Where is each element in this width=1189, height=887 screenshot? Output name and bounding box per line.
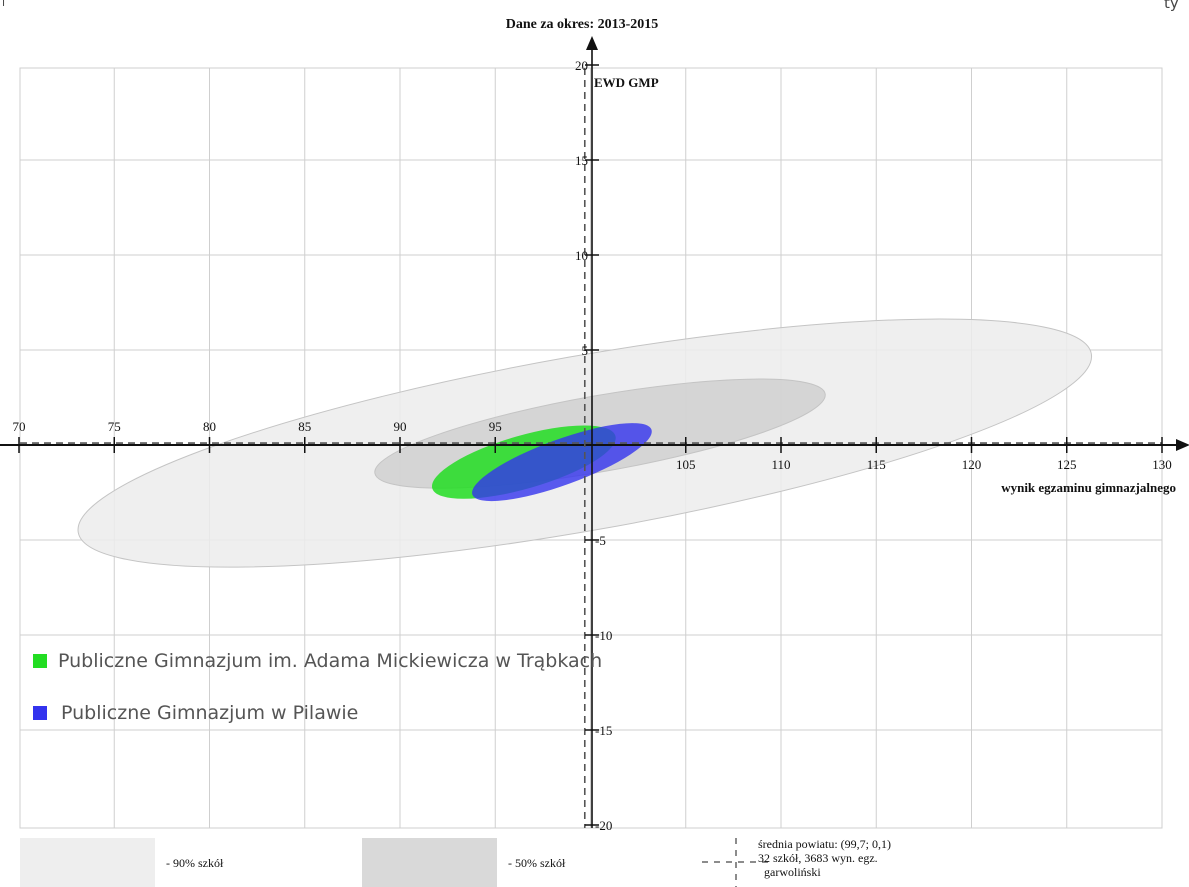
x-tick-label-85: 85 [298, 419, 311, 434]
x-tick-label-95: 95 [489, 419, 502, 434]
y-tick-label-20: 20 [575, 58, 588, 73]
legend-90-label: - 90% szkół [166, 856, 224, 870]
y-axis-label: EWD GMP [594, 75, 659, 90]
mean-legend: średnia powiatu: (99,7; 0,1) 32 szkół, 3… [702, 837, 891, 887]
x-tick-label-110: 110 [771, 457, 790, 472]
x-tick-label-80: 80 [203, 419, 216, 434]
x-tick-label-120: 120 [962, 457, 982, 472]
x-tick-label-70: 70 [13, 419, 26, 434]
mean-legend-line1: średnia powiatu: (99,7; 0,1) [758, 837, 891, 851]
y-tick-label--20: -20 [595, 818, 612, 833]
y-tick-label-5: 5 [582, 343, 589, 358]
legend-90-swatch [20, 838, 155, 887]
x-axis-arrow [1176, 439, 1189, 451]
x-tick-label-105: 105 [676, 457, 696, 472]
series-legend: Publiczne Gimnazjum im. Adama Mickiewicz… [33, 650, 602, 724]
y-axis-arrow [586, 36, 598, 50]
region-legend: - 90% szkół - 50% szkół [20, 838, 566, 887]
school-ellipses [431, 423, 652, 502]
corner-mark: i [2, 0, 6, 9]
y-tick-label-10: 10 [575, 248, 588, 263]
x-tick-label-115: 115 [867, 457, 886, 472]
mean-legend-line2: 32 szkół, 3683 wyn. egz. [758, 851, 878, 865]
legend-swatch-1 [33, 654, 47, 668]
y-tick-label--10: -10 [595, 628, 612, 643]
x-tick-label-90: 90 [394, 419, 407, 434]
y-tick-label--15: -15 [595, 723, 612, 738]
legend-label-2: Publiczne Gimnazjum w Pilawie [61, 702, 358, 724]
legend-swatch-2 [33, 706, 47, 720]
mean-legend-line3: garwoliński [764, 865, 821, 879]
legend-50-swatch [362, 838, 497, 887]
school-ellipse-2 [472, 423, 652, 502]
y-tick-label--5: -5 [595, 533, 606, 548]
x-tick-label-75: 75 [108, 419, 121, 434]
x-axis-label: wynik egzaminu gimnazjalnego [1001, 480, 1176, 495]
legend-label-1: Publiczne Gimnazjum im. Adama Mickiewicz… [58, 650, 602, 672]
legend-50-label: - 50% szkół [508, 856, 566, 870]
x-tick-label-125: 125 [1057, 457, 1077, 472]
corner-cut-text: ty [1164, 0, 1179, 12]
chart-title: Dane za okres: 2013-2015 [506, 17, 659, 32]
y-tick-label-15: 15 [575, 153, 588, 168]
x-tick-label-130: 130 [1152, 457, 1172, 472]
